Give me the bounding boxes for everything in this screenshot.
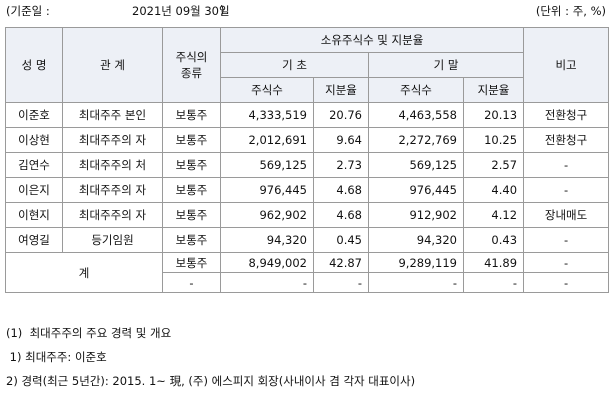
table-cell: 이준호 [5, 102, 63, 128]
table-cell: 976,445 [368, 177, 464, 203]
table-cell: 0.45 [313, 227, 369, 253]
header-cell: 관 계 [62, 27, 163, 103]
table-cell: 962,902 [220, 202, 314, 228]
table-cell: 569,125 [220, 152, 314, 178]
table-cell: - [523, 177, 610, 203]
header: (기준일 : 2021년 09월 30일 ) (단위 : 주, %) [6, 3, 606, 21]
table-cell: 569,125 [368, 152, 464, 178]
table-cell: 94,320 [220, 227, 314, 253]
table-cell: 이은지 [5, 177, 63, 203]
header-row: 기 초 기 말 [6, 52, 609, 78]
header-text: 주식의 [175, 50, 208, 64]
table-cell: 최대주주의 자 [62, 177, 163, 203]
table-cell: 912,902 [368, 202, 464, 228]
date: 2021년 09월 30일 [132, 4, 230, 18]
table-cell: 보통주 [162, 227, 221, 253]
table-cell: 최대주주의 자 [62, 127, 163, 153]
table-cell: 8,949,002 [220, 252, 314, 273]
table-cell: 4.40 [462, 177, 525, 203]
table-cell: 976,445 [220, 177, 314, 203]
header-cell: 성 명 [5, 27, 63, 103]
table-cell: 9.64 [313, 127, 369, 153]
table-cell: 최대주주 본인 [62, 102, 163, 128]
table-cell: - [313, 272, 369, 293]
header-cell: 지분율 [313, 77, 369, 103]
table-cell: - [368, 272, 464, 293]
date-close: ) [220, 3, 225, 17]
table-cell: 전환청구 [523, 127, 610, 153]
table-cell: 4,333,519 [220, 102, 314, 128]
table-cell: - [162, 272, 221, 293]
table-cell: 2,272,769 [368, 127, 464, 153]
notes: (1) 최대주주의 주요 경력 및 개요 1) 최대주주: 이준호 2) 경력(최… [6, 323, 415, 395]
table-row: 이상현 최대주주의 자 보통주 2,012,691 9.64 2,272,769 10.25… [5, 127, 610, 153]
table-cell: - [523, 152, 610, 178]
table-cell: 2.57 [462, 152, 525, 178]
table-cell: 장내매도 [523, 202, 610, 228]
table-cell: 4,463,558 [368, 102, 464, 128]
table-cell: - [523, 272, 610, 293]
table-cell: 42.87 [313, 252, 369, 273]
table-cell: 94,320 [368, 227, 464, 253]
table-cell: 이상현 [5, 127, 63, 153]
note-line: (1) 최대주주의 주요 경력 및 개요 [6, 326, 172, 340]
table-cell: 김연수 [5, 152, 63, 178]
header-cell: 기 말 [367, 52, 525, 78]
header-cell: 소유주식수 및 지분율 [219, 27, 525, 53]
table-cell: 여영길 [5, 227, 63, 253]
table-cell: 20.13 [462, 102, 525, 128]
date-label: (기준일 : [6, 4, 50, 18]
table-cell: - [220, 272, 314, 293]
table-cell: 2.73 [313, 152, 369, 178]
note-line: 1) 최대주주: 이준호 [6, 350, 107, 364]
table-cell: 전환청구 [523, 102, 610, 128]
table-cell: 보통주 [162, 127, 221, 153]
note-line: 2) 경력(최근 5년간): 2015. 1~ 現, (주) 에스피지 회장(사… [6, 374, 416, 388]
table-row: 이준호 최대주주 본인 보통주 4,333,519 20.76 4,463,558 20.1… [5, 102, 610, 128]
table-cell: 4.12 [462, 202, 525, 228]
table-row: 김연수 최대주주의 처 보통주 569,125 2.73 569,125 2.57- [5, 152, 610, 178]
table-cell: 보통주 [162, 102, 221, 128]
table-row: 여영길 등기임원 보통주 94,320 0.45 94,320 0.43- [5, 227, 610, 253]
table-cell: 41.89 [462, 252, 525, 273]
unit: (단위 : 주, %) [535, 4, 606, 18]
total-row: ------ [6, 272, 610, 293]
table-cell: 2,012,691 [220, 127, 314, 153]
total-row: 계 보통주 8,949,002 42.87 9,289,119 41.89- [5, 252, 610, 293]
table-cell: - [523, 227, 610, 253]
table-body: 이준호 최대주주 본인 보통주 4,333,519 20.76 4,463,558 20.1… [5, 102, 610, 293]
table-row: 이은지 최대주주의 자 보통주 976,445 4.68 976,445 4.40- [5, 177, 610, 203]
table-cell: 보통주 [162, 152, 221, 178]
table-cell: 보통주 [162, 202, 221, 228]
table-cell: 이현지 [5, 202, 63, 228]
header-cell: 비고 [523, 27, 610, 103]
header-text: 종류 [180, 66, 203, 80]
table-cell: 0.43 [462, 227, 525, 253]
table-cell: 등기임원 [62, 227, 163, 253]
table-cell: - [462, 272, 525, 293]
table-cell: 보통주 [162, 177, 221, 203]
header-cell: 지분율 [462, 77, 525, 103]
table-cell: 최대주주의 자 [62, 202, 163, 228]
table-cell: 9,289,119 [368, 252, 464, 273]
table-cell: 20.76 [313, 102, 369, 128]
header-cell: 주식수 [220, 77, 314, 103]
table-row: 이현지 최대주주의 자 보통주 962,902 4.68 912,902 4.12 장내매도 [5, 202, 610, 228]
header-cell: 주식수 [368, 77, 464, 103]
table-cell: 4.68 [313, 202, 369, 228]
table-cell: 4.68 [313, 177, 369, 203]
table-cell: - [523, 252, 610, 273]
table-cell: 10.25 [462, 127, 525, 153]
table-cell: 보통주 [162, 252, 221, 273]
total-label: 계 [5, 252, 163, 293]
table-cell: 최대주주의 처 [62, 152, 163, 178]
header-cell: 기 초 [220, 52, 369, 78]
header-row: 주식수 지분율 주식수 지분율 [6, 77, 609, 103]
